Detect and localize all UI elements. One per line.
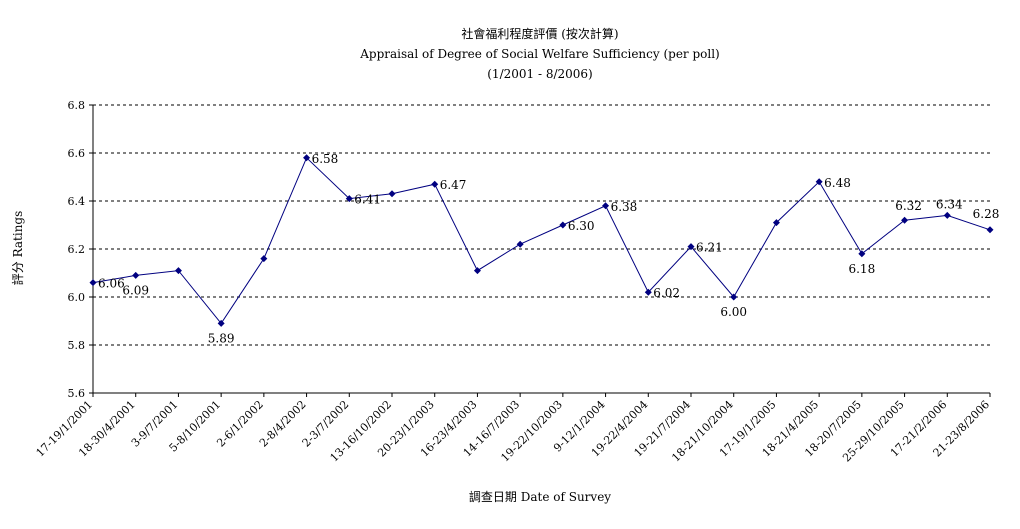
data-point [345, 195, 353, 203]
data-label: 6.06 [98, 277, 125, 291]
data-point [858, 250, 866, 258]
data-point [602, 202, 610, 210]
data-point [217, 319, 225, 327]
data-point [132, 271, 140, 279]
y-tick-label: 6.6 [68, 147, 86, 160]
data-point [772, 219, 780, 227]
data-label: 6.58 [312, 152, 339, 166]
data-label: 6.47 [440, 178, 467, 192]
data-label: 6.32 [895, 199, 922, 213]
data-point [901, 216, 909, 224]
y-tick-label: 6.0 [68, 291, 86, 304]
x-axis-label: 調查日期 Date of Survey [469, 490, 611, 504]
data-point [986, 226, 994, 234]
data-point [260, 255, 268, 263]
data-point [559, 221, 567, 229]
data-point [730, 293, 738, 301]
data-point [943, 211, 951, 219]
chart-period: (1/2001 - 8/2006) [487, 67, 592, 81]
y-axis-label: 評分 Ratings [10, 211, 25, 286]
series-line [92, 156, 991, 325]
y-tick-label: 5.8 [68, 339, 86, 352]
data-point [473, 267, 481, 275]
data-label: 6.21 [696, 241, 723, 255]
data-label: 6.09 [122, 283, 149, 297]
data-point [174, 267, 182, 275]
chart-subtitle: Appraisal of Degree of Social Welfare Su… [359, 47, 720, 61]
data-point [687, 243, 695, 251]
data-label: 6.41 [354, 193, 381, 207]
y-tick-label: 6.2 [68, 243, 86, 256]
data-point [303, 154, 311, 162]
data-point [644, 288, 652, 296]
data-point [815, 178, 823, 186]
plot-area: 5.65.86.06.26.46.66.817-19/1/200118-30/4… [34, 99, 1000, 464]
data-point [388, 190, 396, 198]
data-point [516, 240, 524, 248]
data-label: 6.38 [611, 200, 638, 214]
data-label: 6.30 [568, 219, 595, 233]
y-tick-label: 6.4 [68, 195, 86, 208]
chart-title: 社會福利程度評價 (按次計算) [461, 26, 618, 41]
data-label: 6.28 [973, 207, 1000, 221]
y-tick-label: 5.6 [68, 387, 86, 400]
data-label: 6.00 [720, 305, 747, 319]
data-label: 6.34 [936, 197, 963, 211]
data-label: 6.48 [824, 176, 851, 190]
y-tick-label: 6.8 [68, 99, 86, 112]
data-label: 5.89 [208, 331, 235, 345]
data-label: 6.18 [848, 262, 875, 276]
data-point [89, 279, 97, 287]
data-point [431, 180, 439, 188]
data-label: 6.02 [653, 286, 680, 300]
